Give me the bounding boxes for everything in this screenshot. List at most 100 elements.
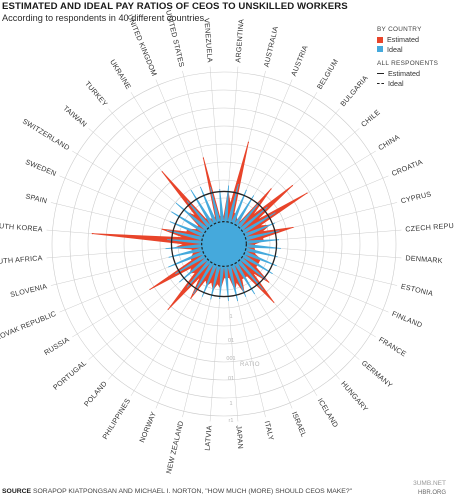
- ratio-tick-label: 001: [226, 356, 235, 362]
- chart-subtitle: According to respondents in 40 different…: [2, 13, 207, 23]
- country-label-denmark: DENMARK: [405, 253, 443, 265]
- ideal-point-slovenia: [168, 256, 170, 258]
- country-label-ukraine: UKRAINE: [108, 58, 133, 91]
- radar-grid: [46, 66, 402, 422]
- country-label-austria: AUSTRIA: [289, 44, 310, 78]
- grid-ring: [105, 125, 343, 363]
- ideal-point-austria: [245, 189, 247, 191]
- country-label-latvia: LATVIA: [203, 425, 214, 451]
- legend-all-ideal-label: Ideal: [388, 78, 404, 88]
- country-label-new-zealand: NEW ZEALAND: [164, 420, 185, 475]
- ideal-point-china: [274, 212, 276, 214]
- grid-ring: [177, 197, 271, 291]
- country-label-philippines: PHILIPPINES: [100, 397, 132, 441]
- estimated-point-cyprus: [292, 226, 294, 229]
- ratio-tick-label: 01: [228, 376, 234, 382]
- ideal-point-belgium: [253, 195, 255, 197]
- grid-ring: [87, 107, 361, 381]
- ideal-point-venezuela: [219, 188, 221, 190]
- estimated-point-russia: [149, 288, 151, 290]
- legend-ideal-label: Ideal: [387, 44, 403, 54]
- country-label-south-africa: SOUTH AFRICA: [0, 253, 43, 266]
- ideal-point-cyprus: [278, 230, 280, 232]
- country-label-spain: SPAIN: [25, 191, 49, 205]
- country-label-switzerland: SWITZERLAND: [21, 116, 72, 152]
- country-label-taiwan: TAIWAN: [61, 104, 88, 129]
- country-label-portugal: PORTUGAL: [51, 358, 88, 391]
- ideal-point-new-zealand: [210, 298, 212, 300]
- ideal-point-philippines: [193, 293, 195, 295]
- ratio-tick-label: 1: [229, 314, 232, 320]
- all-estimated-circle: [170, 190, 278, 298]
- country-label-australia: AUSTRALIA: [262, 25, 280, 68]
- legend-item-all-estimated: Estimated: [377, 69, 438, 79]
- ideal-point-germany: [265, 279, 267, 281]
- country-label-russia: RUSSIA: [42, 335, 71, 357]
- ideal-point-iceland: [253, 293, 255, 295]
- country-label-slovenia: SLOVENIA: [9, 282, 48, 300]
- ideal-point-estonia: [276, 256, 278, 258]
- ideal-swatch: [377, 46, 383, 53]
- estimated-point-hungary: [273, 301, 275, 303]
- ideal-point-latvia: [219, 298, 221, 300]
- estimated-point-poland: [167, 308, 169, 310]
- country-label-bulgaria: BULGARIA: [338, 73, 369, 108]
- country-label-hungary: HUNGARY: [339, 379, 370, 413]
- source-text: SORAPOP KIATPONGSAN AND MICHAEL I. NORTO…: [32, 488, 353, 495]
- ratio-tick-label: 1: [229, 401, 232, 407]
- estimated-point-china: [306, 192, 308, 194]
- ideal-point-australia: [237, 183, 239, 185]
- estimated-point-australia: [247, 141, 250, 143]
- country-label-italy: ITALY: [263, 420, 276, 441]
- legend-estimated-label: Estimated: [387, 35, 419, 45]
- ideal-point-croatia: [274, 222, 276, 224]
- ratio-tick-label: 01: [228, 338, 234, 344]
- grid-ring: [123, 143, 325, 345]
- grid-ring: [69, 89, 379, 399]
- country-label-iceland: ICELAND: [316, 397, 341, 429]
- ideal-point-south-korea: [167, 239, 169, 241]
- legend-item-estimated: Estimated: [377, 35, 438, 45]
- solid-line-swatch: [377, 73, 384, 75]
- legend-item-all-ideal: Ideal: [377, 79, 438, 89]
- country-label-france: FRANCE: [377, 335, 408, 359]
- country-label-china: CHINA: [377, 132, 402, 152]
- ideal-point-france: [271, 273, 273, 275]
- ideal-series: [165, 183, 281, 302]
- watermark: 3UMB.NET: [413, 480, 446, 487]
- country-label-germany: GERMANY: [360, 358, 395, 389]
- country-label-poland: POLAND: [82, 379, 109, 408]
- ideal-point-norway: [201, 295, 203, 297]
- country-label-croatia: CROATIA: [390, 157, 424, 178]
- country-label-japan: JAPAN: [234, 425, 245, 449]
- grid-ring: [141, 161, 307, 327]
- ideal-point-japan: [227, 299, 229, 301]
- ideal-point-chile: [266, 206, 268, 208]
- ideal-point-sweden: [169, 221, 171, 223]
- ideal-point-italy: [237, 300, 239, 302]
- country-label-slovak-republic: SLOVAK REPUBLIC: [0, 309, 57, 344]
- country-label-venezuela: VENEZUELA: [202, 18, 214, 63]
- chart-title: ESTIMATED AND IDEAL PAY RATIOS OF CEOS T…: [2, 1, 348, 12]
- legend-all-estimated-label: Estimated: [388, 69, 420, 79]
- ideal-point-united-states: [209, 186, 211, 188]
- ideal-point-spain: [166, 229, 168, 231]
- ideal-point-israel: [245, 295, 247, 297]
- grid-ring: [51, 71, 397, 417]
- estimated-point-germany: [268, 281, 270, 283]
- country-label-turkey: TURKEY: [83, 79, 110, 108]
- country-label-united-states: UNITED STATES: [164, 9, 186, 68]
- grid-ring: [159, 179, 289, 309]
- legend-item-ideal: Ideal: [377, 45, 438, 55]
- estimated-point-philippines: [190, 297, 192, 299]
- all-ideal-circle: [201, 221, 247, 267]
- ratio-axis: 1 01 001 01 1 r1 RATIO: [226, 314, 259, 424]
- ideal-point-switzerland: [171, 211, 173, 213]
- ideal-point-south-africa: [165, 248, 167, 250]
- ideal-point-taiwan: [175, 202, 177, 204]
- ideal-point-denmark: [279, 247, 281, 249]
- ideal-point-portugal: [179, 281, 181, 283]
- estimated-point-spain: [161, 228, 163, 230]
- country-label-sweden: SWEDEN: [24, 157, 58, 178]
